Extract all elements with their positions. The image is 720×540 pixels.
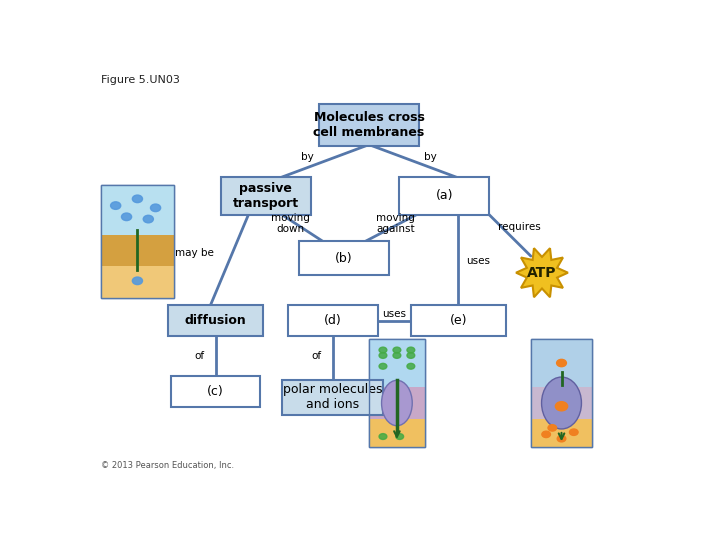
- FancyBboxPatch shape: [168, 305, 264, 336]
- FancyBboxPatch shape: [221, 177, 311, 215]
- FancyBboxPatch shape: [369, 339, 425, 388]
- Polygon shape: [516, 248, 568, 297]
- Text: Molecules cross
cell membranes: Molecules cross cell membranes: [313, 111, 425, 139]
- FancyBboxPatch shape: [531, 417, 593, 447]
- FancyBboxPatch shape: [318, 104, 420, 146]
- Circle shape: [132, 277, 143, 285]
- Circle shape: [555, 402, 567, 411]
- Circle shape: [393, 353, 401, 359]
- Text: requires: requires: [498, 222, 541, 232]
- Text: passive
transport: passive transport: [233, 182, 299, 210]
- Circle shape: [379, 347, 387, 353]
- Text: of: of: [312, 351, 322, 361]
- Text: (c): (c): [207, 384, 224, 397]
- Circle shape: [379, 434, 387, 440]
- Text: by: by: [424, 152, 437, 162]
- FancyBboxPatch shape: [410, 305, 506, 336]
- Text: © 2013 Pearson Education, Inc.: © 2013 Pearson Education, Inc.: [101, 461, 234, 470]
- Circle shape: [557, 435, 566, 442]
- FancyBboxPatch shape: [400, 177, 490, 215]
- Text: of: of: [194, 351, 204, 361]
- Circle shape: [407, 353, 415, 359]
- Circle shape: [143, 215, 153, 223]
- Text: moving
against: moving against: [377, 213, 415, 234]
- Circle shape: [132, 195, 143, 202]
- FancyBboxPatch shape: [299, 241, 389, 275]
- Circle shape: [548, 424, 557, 431]
- Circle shape: [407, 363, 415, 369]
- Circle shape: [557, 359, 567, 367]
- Circle shape: [393, 347, 401, 353]
- FancyBboxPatch shape: [101, 185, 174, 236]
- Circle shape: [122, 213, 132, 221]
- FancyBboxPatch shape: [288, 305, 378, 336]
- FancyBboxPatch shape: [101, 235, 174, 266]
- FancyBboxPatch shape: [101, 185, 174, 298]
- Circle shape: [111, 202, 121, 210]
- Circle shape: [407, 347, 415, 353]
- Circle shape: [379, 353, 387, 359]
- FancyBboxPatch shape: [531, 387, 593, 419]
- FancyBboxPatch shape: [531, 339, 593, 388]
- Text: uses: uses: [382, 309, 406, 319]
- FancyBboxPatch shape: [369, 417, 425, 447]
- Text: (b): (b): [335, 252, 353, 265]
- Circle shape: [150, 204, 161, 212]
- Text: polar molecules
and ions: polar molecules and ions: [283, 383, 382, 411]
- FancyBboxPatch shape: [171, 376, 261, 407]
- Text: (d): (d): [324, 314, 341, 327]
- Circle shape: [396, 434, 404, 440]
- Ellipse shape: [541, 377, 582, 429]
- FancyBboxPatch shape: [531, 339, 593, 447]
- Text: (a): (a): [436, 190, 453, 202]
- Text: moving
down: moving down: [271, 213, 310, 234]
- Text: diffusion: diffusion: [184, 314, 246, 327]
- FancyBboxPatch shape: [369, 387, 425, 419]
- Text: (e): (e): [449, 314, 467, 327]
- Circle shape: [379, 363, 387, 369]
- Text: Figure 5.UN03: Figure 5.UN03: [101, 75, 180, 85]
- Circle shape: [570, 429, 578, 435]
- Ellipse shape: [382, 380, 413, 426]
- FancyBboxPatch shape: [282, 380, 383, 415]
- Text: by: by: [301, 152, 314, 162]
- Text: may be: may be: [175, 248, 214, 258]
- Text: uses: uses: [466, 256, 490, 266]
- Circle shape: [542, 431, 551, 437]
- FancyBboxPatch shape: [369, 339, 425, 447]
- Text: ATP: ATP: [527, 266, 557, 280]
- FancyBboxPatch shape: [101, 264, 174, 298]
